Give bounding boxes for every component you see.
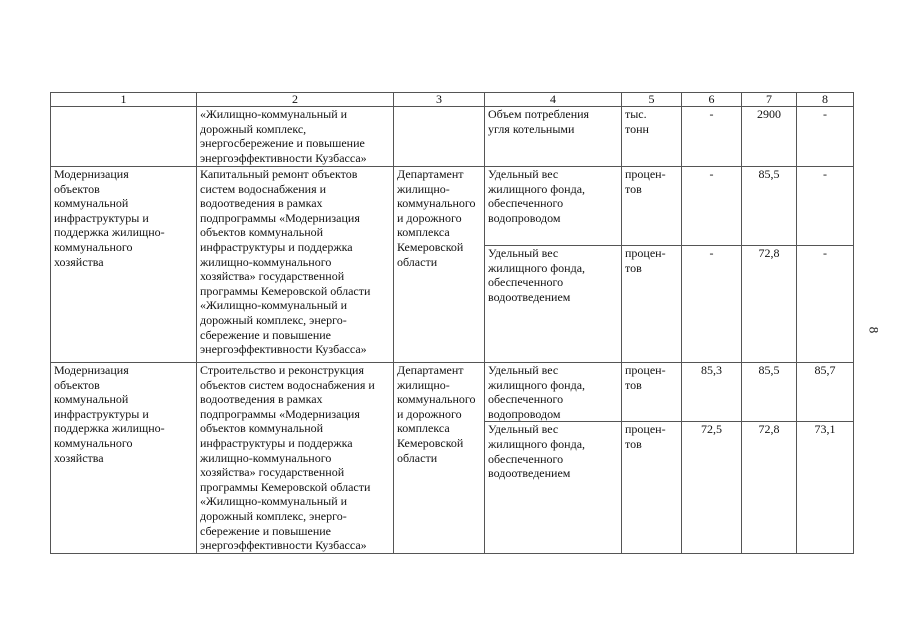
header-cell: 1 — [50, 92, 197, 107]
table-row: Удельный вес жилищного фонда, обеспеченн… — [51, 421, 854, 555]
value-cell: - — [681, 106, 742, 167]
page-number: 8 — [866, 326, 882, 334]
value-cell: - — [796, 166, 854, 246]
indicator-cell: Удельный вес жилищного фонда, обеспеченн… — [484, 361, 622, 423]
value-cell: 73,1 — [796, 421, 854, 555]
unit-cell: тыс. тонн — [621, 106, 682, 167]
unit-cell: процен- тов — [621, 166, 682, 246]
activity-cell: Строительство и реконструкция объектов с… — [196, 361, 394, 555]
value-cell: - — [681, 245, 742, 363]
value-cell: - — [796, 245, 854, 363]
header-cell: 3 — [393, 92, 485, 107]
value-cell: 72,5 — [681, 421, 742, 555]
unit-cell: процен- тов — [621, 245, 682, 363]
header-cell: 2 — [196, 92, 394, 107]
table-row: Модернизация объектов коммунальной инфра… — [50, 166, 854, 363]
header-cell: 8 — [796, 92, 854, 107]
executor-cell: Департамент жилищно- коммунального и дор… — [393, 166, 485, 363]
value-cell: 85,7 — [796, 361, 854, 423]
program-cell — [50, 106, 197, 167]
header-cell: 6 — [681, 92, 742, 107]
activity-cell: Капитальный ремонт объектов систем водос… — [196, 166, 394, 363]
executor-cell — [393, 106, 485, 167]
indicator-cell: Объем потребления угля котельными — [484, 106, 622, 167]
value-cell: 85,5 — [741, 361, 797, 423]
header-cell: 5 — [621, 92, 682, 107]
header-cell: 4 — [484, 92, 622, 107]
table-row: «Жилищно-коммунальный и дорожный комплек… — [50, 106, 854, 167]
value-cell: 72,8 — [741, 421, 797, 555]
value-cell: 72,8 — [741, 245, 797, 363]
table-row: Модернизация объектов коммунальной инфра… — [50, 361, 854, 555]
indicator-cell: Удельный вес жилищного фонда, обеспеченн… — [484, 166, 622, 246]
value-cell: 2900 — [741, 106, 797, 167]
value-cell: 85,5 — [741, 166, 797, 246]
program-cell: Модернизация объектов коммунальной инфра… — [50, 166, 197, 363]
value-cell: 85,3 — [681, 361, 742, 423]
indicator-cell: Удельный вес жилищного фонда, обеспеченн… — [484, 421, 622, 555]
value-cell: - — [681, 166, 742, 246]
header-row: 1 2 3 4 5 6 7 8 — [50, 92, 854, 107]
unit-cell: процен- тов — [621, 421, 682, 555]
header-cell: 7 — [741, 92, 797, 107]
program-cell: Модернизация объектов коммунальной инфра… — [50, 361, 197, 555]
unit-cell: процен- тов — [621, 361, 682, 423]
indicators-table: 1 2 3 4 5 6 7 8 «Жилищно-коммунальный и … — [50, 92, 854, 555]
activity-cell: «Жилищно-коммунальный и дорожный комплек… — [196, 106, 394, 167]
value-cell: - — [796, 106, 854, 167]
indicator-cell: Удельный вес жилищного фонда, обеспеченн… — [484, 245, 622, 363]
executor-cell: Департамент жилищно- коммунального и дор… — [393, 361, 485, 555]
